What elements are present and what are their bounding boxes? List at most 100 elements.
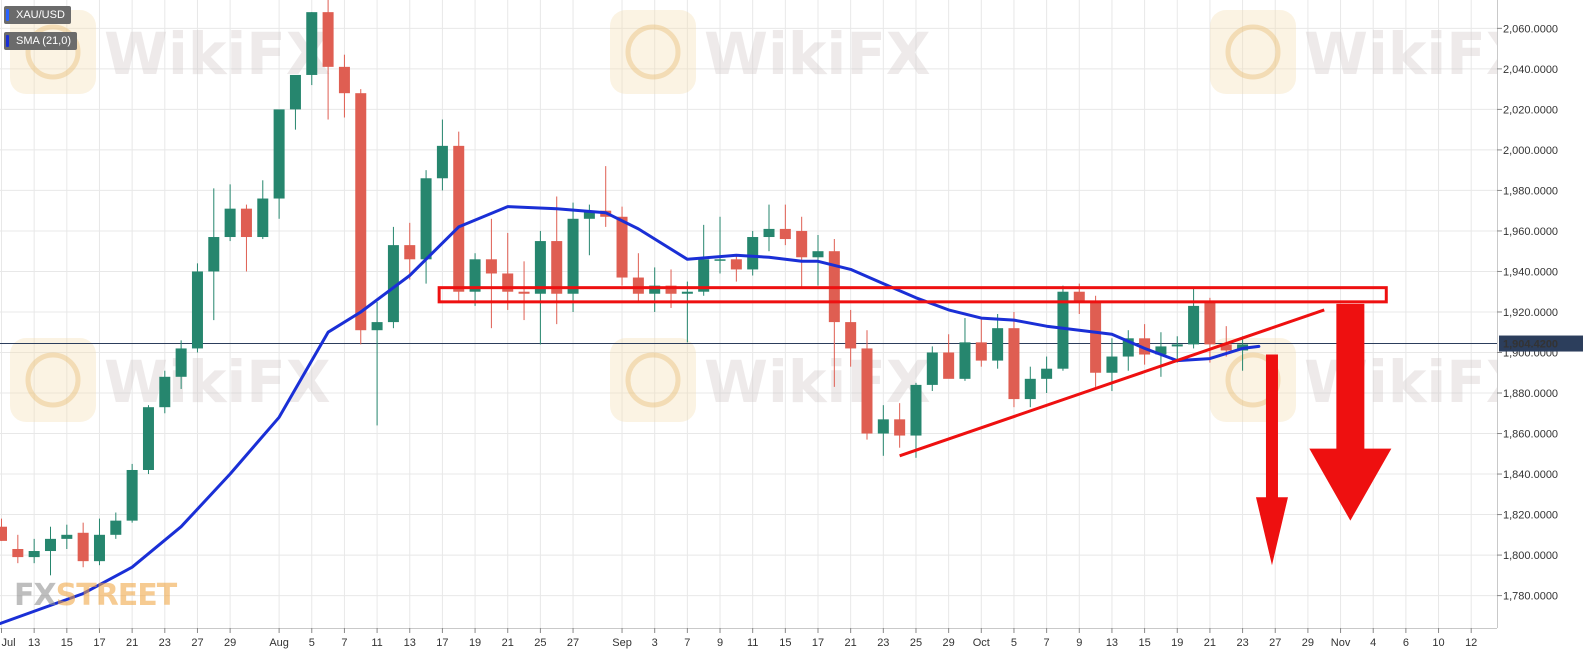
candle-body — [649, 285, 661, 294]
x-tick-label: Sep — [612, 637, 632, 649]
candle-body — [355, 93, 367, 331]
candle-down — [502, 232, 514, 310]
candle-body — [273, 109, 285, 199]
candle-body — [975, 342, 987, 361]
candle-up — [208, 188, 220, 321]
y-tick-label: 1,940.0000 — [1503, 266, 1558, 278]
candle-body — [583, 210, 595, 219]
candle-up — [469, 253, 481, 306]
watermark-logo-ring — [1225, 24, 1281, 80]
candle-down — [1220, 326, 1232, 357]
x-axis[interactable]: Jul 13 15 17 21 23 27 29 Aug 5 7 11 13 17 19 21 25 27 Sep 3… — [0, 628, 1588, 662]
x-tick-label: 23 — [877, 637, 889, 649]
candle-body — [894, 419, 906, 436]
support-trendline — [899, 308, 1325, 458]
candle-body — [1188, 305, 1200, 345]
x-tick-label: 27 — [567, 637, 579, 649]
legend-symbol[interactable]: XAU/USD — [4, 6, 71, 24]
candle-down — [518, 261, 530, 321]
candle-body — [28, 551, 40, 558]
candle-body — [208, 237, 220, 272]
y-tick-label: 1,880.0000 — [1503, 388, 1558, 400]
candle-up — [257, 180, 269, 240]
x-tick-label: 11 — [747, 637, 758, 649]
x-tick-label: 21 — [126, 637, 138, 649]
candle-up — [926, 346, 938, 391]
candle-body — [420, 178, 432, 260]
y-tick-label: 2,040.0000 — [1503, 64, 1558, 76]
candle-down — [1204, 297, 1216, 363]
candle-down — [322, 0, 334, 120]
candle-up — [681, 281, 693, 343]
x-tick-label: 13 — [28, 637, 40, 649]
candle-down — [0, 518, 7, 541]
x-tick-label: 21 — [1204, 637, 1216, 649]
candle-body — [714, 259, 726, 261]
x-tick-label: 21 — [502, 637, 514, 649]
candle-body — [1220, 344, 1232, 351]
candle-body — [632, 277, 644, 294]
candle-up — [714, 216, 726, 274]
candle-down — [77, 522, 89, 568]
watermark-logo — [10, 338, 96, 422]
legend-sma[interactable]: SMA (21,0) — [4, 32, 78, 50]
x-tick-label: 23 — [1236, 637, 1248, 649]
candle-body — [518, 291, 530, 294]
x-tick-label: 15 — [1138, 637, 1150, 649]
y-tick-label: 1,860.0000 — [1503, 429, 1558, 441]
watermark-text: WikiFX — [704, 20, 931, 88]
y-axis[interactable]: 2,060.0000 2,040.0000 2,020.0000 2,000.0000… — [1497, 0, 1588, 662]
candle-up — [910, 382, 922, 458]
candle-body — [110, 520, 122, 535]
x-tick-label: 10 — [1432, 637, 1444, 649]
candle-body — [747, 237, 759, 270]
candle-body — [1057, 291, 1069, 369]
candle-up — [747, 230, 759, 276]
candle-body — [240, 208, 252, 238]
last-price-label: 1,904.4200 — [1503, 339, 1558, 351]
candle-body — [191, 271, 203, 349]
x-tick-label: 11 — [371, 637, 382, 649]
y-tick-label: 1,980.0000 — [1503, 185, 1558, 197]
candle-up — [1171, 336, 1183, 363]
candle-up — [224, 184, 236, 242]
x-tick-label: 29 — [224, 637, 236, 649]
watermark-text: WikiFX — [104, 348, 331, 416]
candle-down — [845, 309, 857, 367]
brand-logo-part2: STREET — [55, 578, 178, 613]
candle-down — [485, 218, 497, 329]
y-tick-label: 1,800.0000 — [1503, 550, 1558, 562]
candle-body — [730, 259, 742, 270]
candle-body — [1139, 338, 1151, 355]
candle-body — [943, 352, 955, 379]
candle-down — [975, 318, 987, 367]
candle-body — [0, 526, 7, 541]
candle-body — [551, 241, 563, 294]
candle-down — [404, 222, 416, 280]
watermark-logo-ring — [25, 352, 81, 408]
brand-logo-part1: FX — [14, 578, 57, 613]
candle-up — [959, 318, 971, 381]
x-tick-label: 21 — [845, 637, 857, 649]
y-tick-label: 1,780.0000 — [1503, 591, 1558, 603]
candle-body — [1024, 378, 1036, 400]
candle-body — [812, 251, 824, 258]
candle-up — [420, 170, 432, 284]
candle-up — [387, 226, 399, 329]
watermark-logo — [10, 10, 96, 94]
y-tick-label: 1,840.0000 — [1503, 469, 1558, 481]
grid-lines — [0, 0, 1497, 628]
x-tick-label: 7 — [1044, 637, 1050, 649]
candle-body — [1041, 368, 1053, 379]
candle-down — [730, 255, 742, 282]
x-tick-label: 29 — [1302, 637, 1314, 649]
y-tick-label: 2,060.0000 — [1503, 23, 1558, 35]
candle-up — [877, 405, 889, 456]
y-tick-label: 1,920.0000 — [1503, 307, 1558, 319]
resistance-zone-box — [437, 286, 1388, 304]
candle-body — [1106, 356, 1118, 373]
watermark-text: WikiFX — [704, 348, 931, 416]
x-tick-label: 3 — [652, 637, 658, 649]
